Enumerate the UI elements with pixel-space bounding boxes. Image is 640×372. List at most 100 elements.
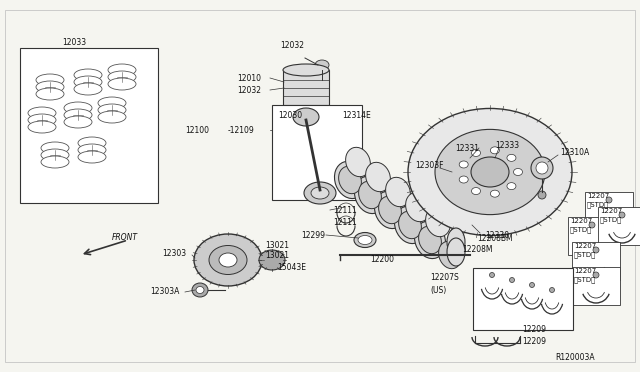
Text: 12303: 12303 (162, 248, 186, 257)
Ellipse shape (41, 142, 69, 154)
Ellipse shape (507, 154, 516, 161)
Text: 12333: 12333 (495, 141, 519, 150)
Ellipse shape (194, 234, 262, 286)
Bar (20, 48, 158, 203)
Ellipse shape (98, 111, 126, 123)
Text: 12010: 12010 (237, 74, 261, 83)
Ellipse shape (28, 121, 56, 133)
Ellipse shape (108, 64, 136, 76)
Ellipse shape (339, 166, 362, 194)
Ellipse shape (472, 150, 481, 157)
Ellipse shape (435, 129, 545, 215)
Ellipse shape (108, 78, 136, 90)
Text: 12207: 12207 (574, 243, 596, 249)
Text: 12207: 12207 (570, 218, 592, 224)
Text: 12033: 12033 (62, 38, 86, 46)
Text: 12303A: 12303A (150, 288, 179, 296)
Text: 12111: 12111 (333, 205, 356, 215)
Text: 12207: 12207 (600, 208, 622, 214)
Text: 12209: 12209 (522, 326, 546, 334)
Ellipse shape (98, 97, 126, 109)
Ellipse shape (108, 71, 136, 83)
Text: (US): (US) (430, 285, 446, 295)
Ellipse shape (28, 114, 56, 126)
Text: FRONT: FRONT (112, 232, 138, 241)
Ellipse shape (354, 232, 376, 247)
Ellipse shape (346, 147, 371, 177)
Ellipse shape (311, 187, 329, 199)
Ellipse shape (447, 238, 465, 266)
Ellipse shape (606, 197, 612, 203)
Ellipse shape (74, 83, 102, 95)
Ellipse shape (219, 253, 237, 267)
Ellipse shape (399, 211, 421, 239)
Ellipse shape (304, 182, 336, 204)
Ellipse shape (593, 247, 599, 253)
Ellipse shape (64, 102, 92, 114)
Ellipse shape (459, 176, 468, 183)
Ellipse shape (509, 278, 515, 282)
Ellipse shape (74, 76, 102, 88)
Text: 〈STD〉: 〈STD〉 (574, 277, 596, 283)
Ellipse shape (335, 161, 365, 199)
Text: -12109: -12109 (228, 125, 255, 135)
Text: 12032: 12032 (237, 86, 261, 94)
Ellipse shape (358, 181, 381, 209)
Text: R120003A: R120003A (555, 353, 595, 362)
Ellipse shape (472, 187, 481, 195)
Ellipse shape (41, 156, 69, 168)
Ellipse shape (593, 272, 599, 278)
Ellipse shape (550, 288, 554, 292)
Ellipse shape (64, 116, 92, 128)
Ellipse shape (529, 282, 534, 288)
Ellipse shape (78, 144, 106, 156)
Ellipse shape (78, 137, 106, 149)
Ellipse shape (355, 176, 385, 214)
Ellipse shape (365, 162, 390, 192)
Ellipse shape (531, 157, 553, 179)
Ellipse shape (36, 74, 64, 86)
Ellipse shape (415, 221, 445, 259)
Ellipse shape (36, 88, 64, 100)
Text: 12208BM: 12208BM (477, 234, 513, 243)
Ellipse shape (36, 81, 64, 93)
Text: 12200: 12200 (370, 256, 394, 264)
Ellipse shape (513, 169, 522, 176)
Ellipse shape (490, 190, 499, 197)
Ellipse shape (386, 177, 410, 207)
Ellipse shape (28, 107, 56, 119)
Ellipse shape (459, 161, 468, 168)
Text: 〈STD〉: 〈STD〉 (600, 217, 622, 223)
Text: 12310A: 12310A (560, 148, 589, 157)
Text: 12207: 12207 (587, 193, 609, 199)
Ellipse shape (507, 183, 516, 190)
Ellipse shape (283, 64, 329, 76)
Ellipse shape (408, 109, 572, 235)
Text: 12299: 12299 (301, 231, 325, 240)
Ellipse shape (41, 149, 69, 161)
Ellipse shape (438, 241, 461, 269)
Text: 12330: 12330 (485, 231, 509, 240)
Bar (598, 207, 640, 245)
Ellipse shape (406, 192, 430, 222)
Bar (572, 242, 620, 280)
Text: 12209: 12209 (522, 337, 546, 346)
Ellipse shape (419, 226, 442, 254)
Ellipse shape (490, 273, 495, 278)
Text: 12032: 12032 (280, 41, 304, 49)
Text: 13021: 13021 (265, 250, 289, 260)
Ellipse shape (447, 228, 465, 256)
Bar (572, 267, 620, 305)
Bar (283, 70, 329, 105)
Text: 15043E: 15043E (277, 263, 306, 273)
Ellipse shape (358, 235, 372, 244)
Ellipse shape (293, 108, 319, 126)
Text: 12314E: 12314E (342, 110, 371, 119)
Ellipse shape (98, 104, 126, 116)
Text: 12208M: 12208M (462, 246, 493, 254)
Ellipse shape (536, 162, 548, 174)
Text: 12207: 12207 (574, 268, 596, 274)
Ellipse shape (538, 191, 546, 199)
Bar (272, 105, 362, 200)
Ellipse shape (374, 192, 406, 228)
